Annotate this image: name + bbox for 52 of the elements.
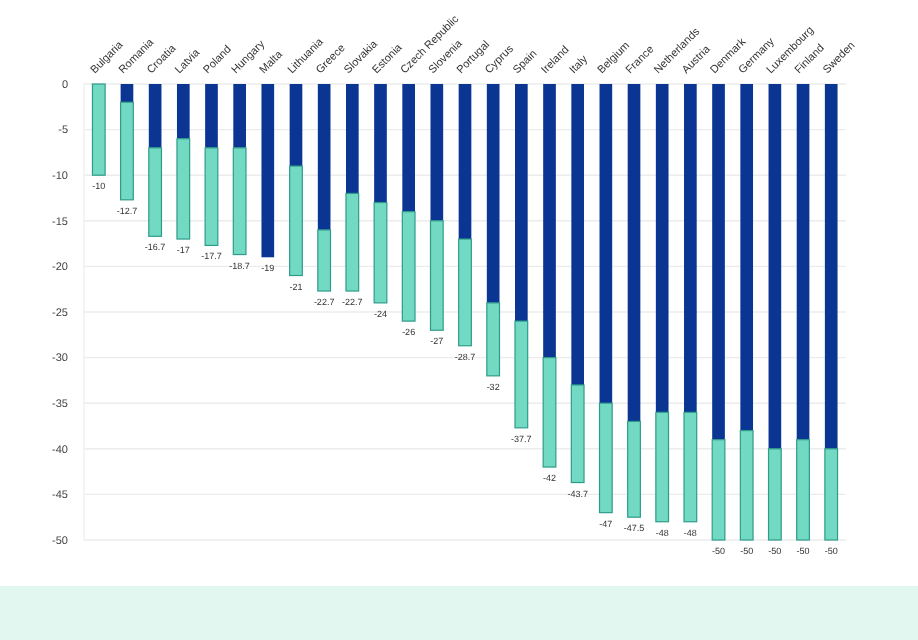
bar xyxy=(401,211,416,322)
bar xyxy=(486,84,500,303)
bar xyxy=(148,147,163,237)
bar xyxy=(599,84,613,404)
bar xyxy=(712,84,725,440)
bar xyxy=(598,402,613,514)
bar xyxy=(740,84,754,431)
bar xyxy=(176,84,190,139)
bar xyxy=(684,84,697,413)
bar xyxy=(204,147,219,247)
bar xyxy=(429,220,444,331)
bar xyxy=(514,320,529,429)
bar xyxy=(515,84,528,322)
bar xyxy=(374,84,387,203)
bar xyxy=(317,84,331,230)
bar xyxy=(571,84,585,385)
bar xyxy=(627,84,641,422)
bar xyxy=(655,84,669,413)
bar xyxy=(627,420,641,518)
bar xyxy=(655,411,670,523)
bar xyxy=(289,165,303,277)
bar xyxy=(261,84,275,258)
bar xyxy=(767,448,782,541)
bar xyxy=(542,357,557,468)
bar xyxy=(739,429,754,541)
bar xyxy=(458,238,472,347)
bar xyxy=(148,84,162,148)
bar xyxy=(345,84,359,194)
bar xyxy=(373,201,388,304)
bar xyxy=(824,448,839,541)
bar xyxy=(345,192,360,292)
bar xyxy=(317,229,332,292)
bar xyxy=(430,84,444,221)
bar xyxy=(570,384,585,484)
bar xyxy=(233,84,246,148)
bar xyxy=(120,84,134,103)
bar xyxy=(458,84,472,240)
bar xyxy=(232,147,247,256)
bar xyxy=(91,83,106,176)
bar xyxy=(711,439,726,541)
bar xyxy=(683,411,698,523)
bar xyxy=(824,84,838,449)
bar xyxy=(486,302,501,377)
bar xyxy=(205,84,218,148)
bar xyxy=(289,84,303,167)
bar xyxy=(402,84,415,212)
bar xyxy=(796,439,810,541)
bar xyxy=(543,84,556,358)
bar xyxy=(120,101,134,201)
bar xyxy=(176,138,191,240)
bar xyxy=(768,84,782,449)
bar xyxy=(796,84,810,440)
